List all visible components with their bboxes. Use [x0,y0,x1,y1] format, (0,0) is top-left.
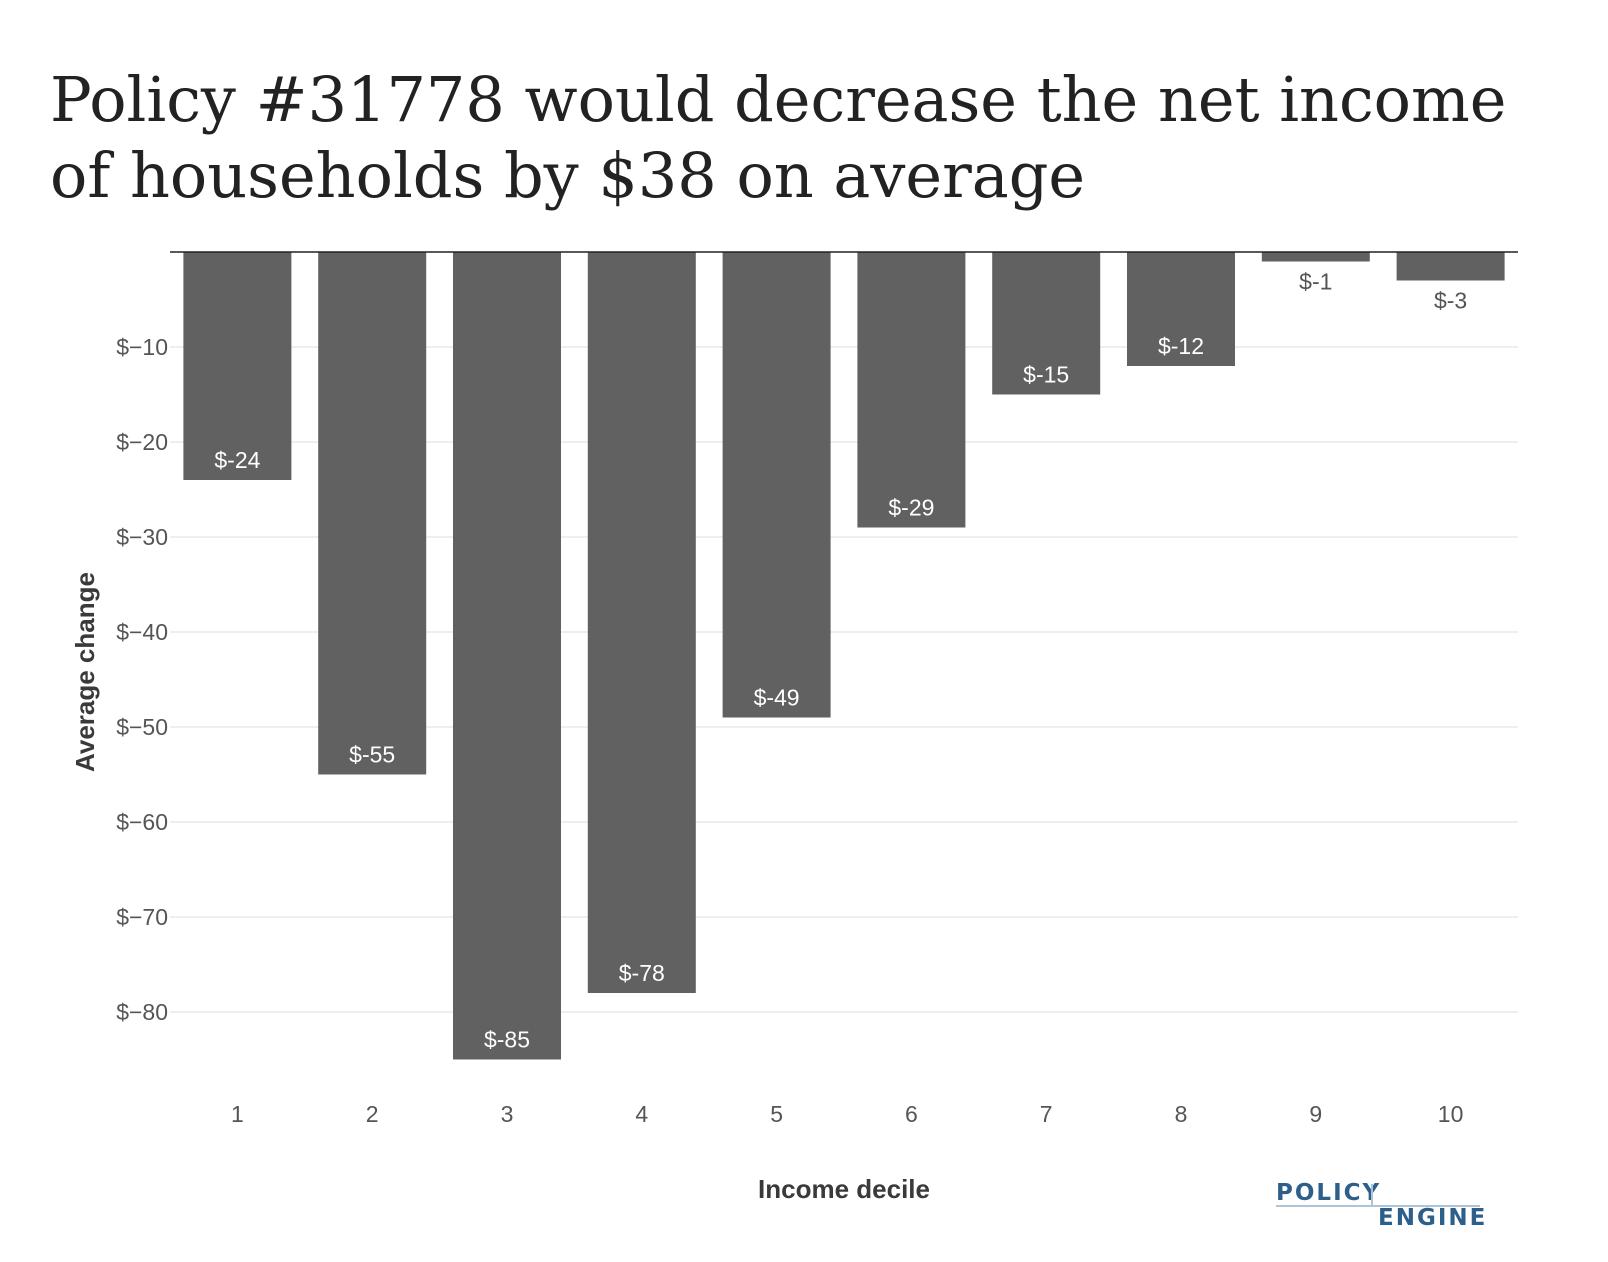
bar [992,252,1101,395]
bar [722,252,831,718]
bars [183,252,1505,1060]
bar [318,252,427,775]
x-tick-label: 3 [501,1101,514,1127]
y-tick-label: $−60 [116,809,168,835]
chart-title: Policy #31778 would decrease the net inc… [50,63,1507,212]
bar-value-label: $-55 [349,742,395,768]
y-tick-label: $−50 [116,714,168,740]
y-tick-label: $−20 [116,429,168,455]
bar-value-label: $-24 [214,447,260,473]
bar [1127,252,1235,366]
y-tick-label: $−10 [116,334,168,360]
bar-value-label: $-49 [754,685,800,711]
policyengine-logo: POLICY ENGINE [1276,1180,1487,1231]
bar-value-label: $-12 [1158,333,1204,359]
bar [453,252,561,1060]
y-axis-title: Average change [70,572,100,772]
x-axis-ticks: 1 2 3 4 5 6 7 8 9 10 [231,1101,1463,1127]
x-tick-label: 1 [231,1101,244,1127]
x-tick-label: 5 [770,1101,783,1127]
bar [1261,252,1370,262]
bar-value-label: $-3 [1434,288,1467,314]
x-tick-label: 7 [1040,1101,1053,1127]
bar-value-label: $-78 [619,960,665,986]
y-axis-ticks: $−10 $−20 $−30 $−40 $−50 $−60 $−70 $−80 [116,334,168,1025]
bar-value-label: $-29 [888,495,934,521]
bar-value-label: $-15 [1023,362,1069,388]
bar-value-label: $-1 [1299,269,1332,295]
x-tick-label: 10 [1438,1101,1464,1127]
bar-value-label: $-85 [484,1027,530,1053]
bar [857,252,966,528]
y-tick-label: $−80 [116,999,168,1025]
x-tick-label: 6 [905,1101,918,1127]
x-tick-label: 2 [366,1101,379,1127]
y-tick-label: $−70 [116,904,168,930]
x-tick-label: 8 [1175,1101,1188,1127]
bar-data-labels: $-24 $-55 $-85 $-78 $-49 $-29 $-15 $-12 $-1 $-3 [214,269,1467,1053]
logo-text-engine: ENGINE [1378,1205,1487,1231]
bar [587,252,696,993]
bar [1396,252,1505,281]
x-tick-label: 9 [1309,1101,1322,1127]
bar [183,252,292,480]
x-tick-label: 4 [635,1101,648,1127]
logo-text-policy: POLICY [1276,1180,1381,1206]
y-tick-label: $−30 [116,524,168,550]
x-axis-title: Income decile [758,1174,930,1204]
y-tick-label: $−40 [116,619,168,645]
